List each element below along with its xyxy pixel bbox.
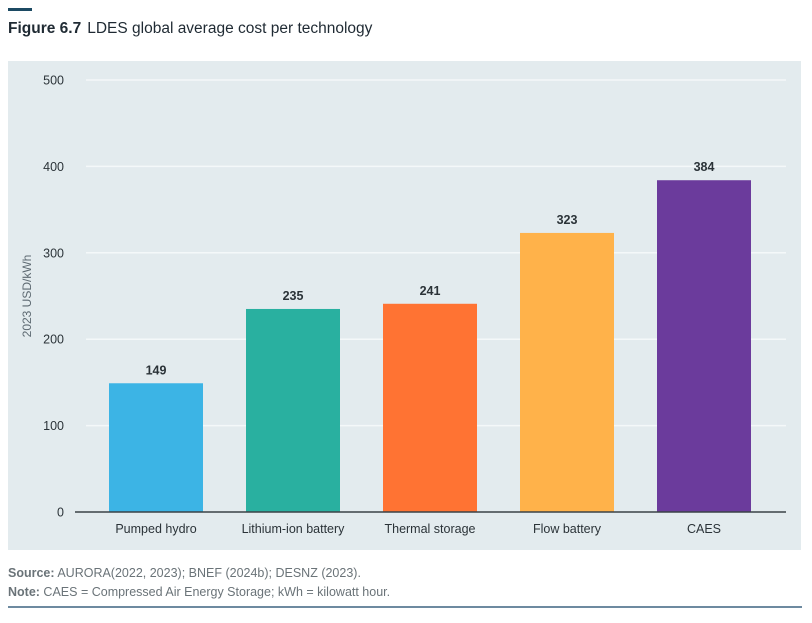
figure-title-text: LDES global average cost per technology	[87, 20, 373, 37]
y-tick-label: 400	[43, 160, 64, 174]
value-label: 384	[694, 160, 715, 174]
y-tick-label: 100	[43, 419, 64, 433]
figure-number: Figure 6.7	[8, 20, 82, 37]
y-tick-label: 300	[43, 246, 64, 260]
note-line: Note: CAES = Compressed Air Energy Stora…	[8, 583, 390, 602]
bars	[109, 180, 751, 513]
value-label: 235	[283, 289, 304, 303]
y-tick-label: 200	[43, 333, 64, 347]
y-tick-label: 0	[57, 506, 64, 520]
bar-caes	[657, 180, 751, 512]
bar-lithium-ion-battery	[246, 308, 340, 512]
source-text: AURORA(2022, 2023); BNEF (2024b); DESNZ …	[54, 566, 361, 580]
bottom-rule	[8, 606, 802, 608]
note-label: Note:	[8, 585, 40, 599]
category-label: Lithium-ion battery	[242, 522, 346, 536]
bar-flow-battery	[520, 232, 614, 513]
note-text: CAES = Compressed Air Energy Storage; kW…	[39, 585, 391, 599]
source-label: Source:	[8, 566, 55, 580]
figure-title: Figure 6.7 LDES global average cost per t…	[8, 20, 372, 38]
y-tick-label: 500	[43, 74, 64, 88]
category-label: CAES	[687, 522, 721, 536]
source-line: Source: AURORA(2022, 2023); BNEF (2024b)…	[8, 564, 390, 583]
bar-pumped-hydro	[109, 383, 203, 512]
category-labels: Pumped hydro Lithium-ion battery Thermal s…	[115, 522, 721, 536]
value-label: 241	[420, 284, 441, 298]
category-label: Thermal storage	[384, 522, 475, 536]
value-labels: 149 235 241 323 384	[146, 160, 715, 377]
bar-thermal-storage	[383, 303, 477, 512]
value-label: 149	[146, 363, 167, 377]
y-axis-title: 2023 USD/kWh	[20, 255, 34, 338]
category-label: Pumped hydro	[115, 522, 196, 536]
category-label: Flow battery	[533, 522, 602, 536]
figure-footer: Source: AURORA(2022, 2023); BNEF (2024b)…	[8, 564, 390, 602]
value-label: 323	[557, 213, 578, 227]
accent-bar	[8, 8, 32, 11]
y-axis-ticks: 0 100 200 300 400 500	[43, 74, 64, 520]
